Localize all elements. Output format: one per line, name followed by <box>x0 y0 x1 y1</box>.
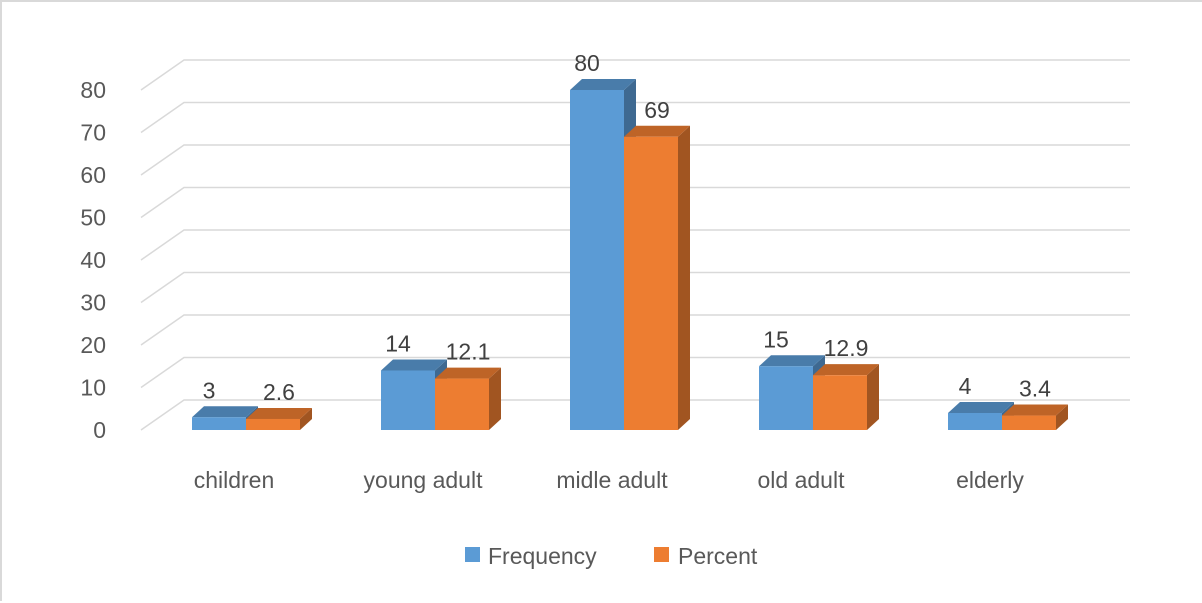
bar-frequency-4-top <box>948 402 1014 413</box>
x-axis-categories: children young adult midle adult old adult e… <box>194 467 1025 493</box>
bar-frequency-1 <box>381 370 435 430</box>
y-tick-label: 40 <box>80 247 106 273</box>
bar-percent-3-top <box>813 364 879 376</box>
bar-percent-4-side <box>1056 404 1068 430</box>
gridline <box>140 229 1130 261</box>
y-tick-label: 70 <box>80 120 106 146</box>
bar-frequency-3-top <box>759 355 825 367</box>
gridlines <box>140 59 1130 431</box>
legend-label-percent: Percent <box>678 543 758 569</box>
data-labels: 3 2.6 14 12.1 80 69 15 12.9 4 3.4 <box>203 50 1052 405</box>
bar-frequency-0-top <box>192 406 258 418</box>
x-category-label: children <box>194 467 275 493</box>
bar-frequency-2-top <box>570 79 636 90</box>
y-tick-label: 10 <box>80 375 106 401</box>
bars <box>192 79 1068 430</box>
x-category-label: midle adult <box>556 467 668 493</box>
bar-percent-3-side <box>867 364 879 430</box>
bar-frequency-2 <box>570 90 624 430</box>
x-category-label: old adult <box>758 467 846 493</box>
bar-percent-2-side <box>678 125 690 430</box>
legend-label-frequency: Frequency <box>488 543 597 569</box>
bar-percent-4-top <box>1002 404 1068 416</box>
bar-percent-1-top <box>435 367 501 379</box>
bar-percent-1 <box>435 378 489 430</box>
bar-percent-2 <box>624 136 678 430</box>
legend-swatch-percent <box>654 547 669 562</box>
bar-percent-1-side <box>489 367 501 430</box>
y-tick-label: 50 <box>80 205 106 231</box>
bar-percent-4 <box>1002 415 1056 430</box>
data-label-frequency-2: 80 <box>574 50 600 76</box>
bar-frequency-3 <box>759 366 813 430</box>
data-label-percent-4: 3.4 <box>1019 376 1051 402</box>
gridline <box>140 101 1130 134</box>
y-tick-label: 20 <box>80 332 106 358</box>
bar-percent-3 <box>813 375 867 430</box>
y-tick-label: 80 <box>80 77 106 103</box>
gridline <box>140 271 1130 304</box>
data-label-percent-2: 69 <box>644 97 670 123</box>
bar-percent-2-top <box>624 125 690 137</box>
data-label-frequency-0: 3 <box>203 377 216 403</box>
x-category-label: elderly <box>956 467 1024 493</box>
gridline <box>140 186 1130 219</box>
data-label-percent-3: 12.9 <box>824 335 869 361</box>
data-label-frequency-4: 4 <box>959 373 972 399</box>
bar-frequency-4 <box>948 413 1002 430</box>
data-label-percent-0: 2.6 <box>263 379 295 405</box>
bar-frequency-1-top <box>381 359 447 371</box>
gridline <box>140 144 1130 176</box>
y-axis-ticks: 0 10 20 30 40 50 60 70 80 <box>80 77 106 443</box>
bar-frequency-0 <box>192 417 246 430</box>
gridline <box>140 59 1130 91</box>
data-label-percent-1: 12.1 <box>446 339 491 365</box>
x-category-label: young adult <box>364 467 484 493</box>
legend-swatch-frequency <box>465 547 480 562</box>
bar-percent-0-side <box>300 407 312 430</box>
data-label-frequency-1: 14 <box>385 331 411 357</box>
y-tick-label: 60 <box>80 162 106 188</box>
bar-percent-0-top <box>246 407 312 419</box>
bar-percent-0 <box>246 418 300 430</box>
y-tick-label: 30 <box>80 290 106 316</box>
legend: Frequency Percent <box>465 543 758 569</box>
y-tick-label: 0 <box>93 417 106 443</box>
gridline <box>140 314 1130 346</box>
data-label-frequency-3: 15 <box>763 326 789 352</box>
